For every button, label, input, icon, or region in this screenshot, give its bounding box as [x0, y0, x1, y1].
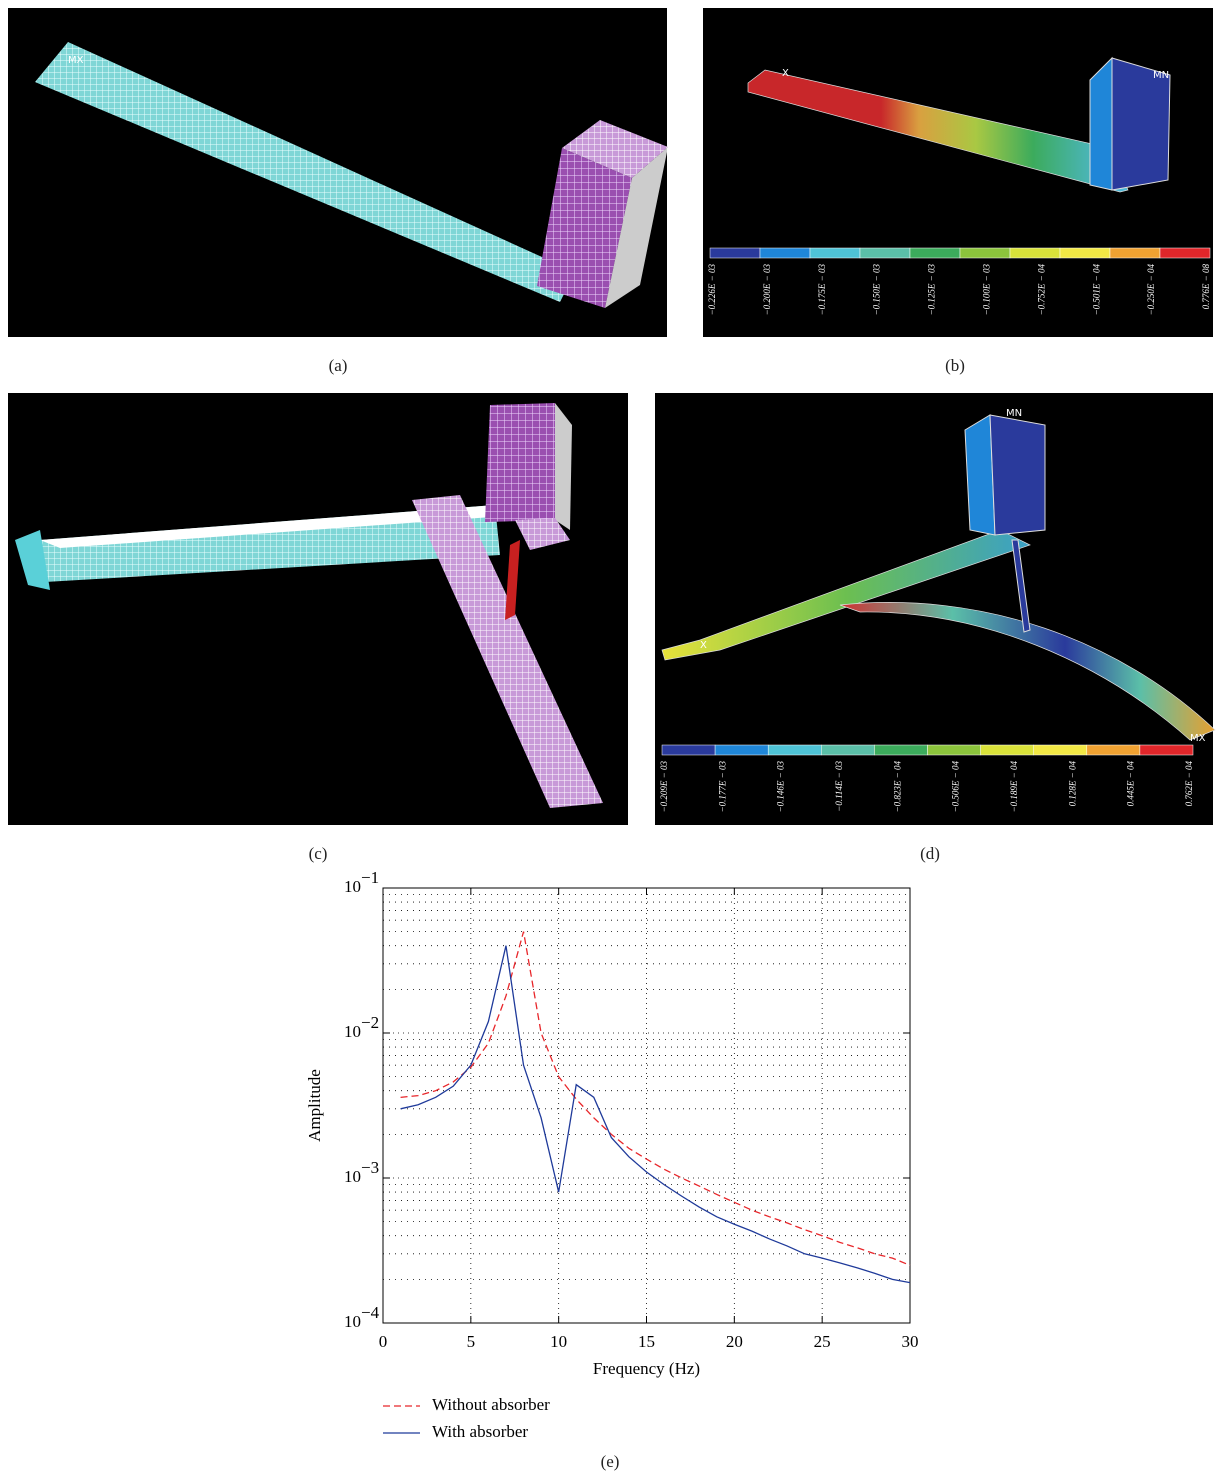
x-tick-label: 20	[726, 1332, 743, 1351]
colorbar-segment	[859, 247, 911, 259]
colorbar-label: −0.175E − 03	[817, 264, 827, 316]
colorbar-segment	[1086, 744, 1141, 756]
colorbar-segment	[874, 744, 928, 756]
colorbar-segment	[809, 247, 861, 259]
x-tick-label: 30	[902, 1332, 919, 1351]
colorbar-segment	[709, 247, 761, 259]
series-line	[400, 945, 911, 1284]
colorbar-label: 0.776E − 08	[1201, 264, 1211, 310]
colorbar-label: −0.209E − 03	[659, 761, 669, 813]
colorbar-label: −0.250E − 04	[1146, 264, 1156, 316]
panel-label: (b)	[945, 356, 965, 375]
panel-label: (c)	[309, 844, 328, 863]
mass-top	[562, 120, 668, 178]
mass-side	[605, 147, 668, 308]
colorbar-segment	[714, 744, 769, 756]
colorbar-segment	[1139, 744, 1194, 756]
beam-top	[40, 505, 520, 548]
mass-front	[989, 414, 1046, 536]
colorbar-label: −0.100E − 03	[982, 264, 992, 316]
panel-label: (d)	[920, 844, 940, 863]
mass-side	[1089, 56, 1113, 191]
plot-frame	[382, 887, 911, 1324]
colorbar-label: −0.752E − 04	[1036, 264, 1046, 316]
mass-side	[555, 403, 572, 530]
colorbar-segment	[909, 247, 961, 259]
colorbar-segment	[821, 744, 875, 756]
colorbar-label: 0.445E − 04	[1126, 761, 1136, 807]
colorbar-label: −0.823E − 04	[892, 761, 902, 813]
colorbar-label: −0.146E − 03	[776, 761, 786, 813]
y-tick-exponent: −3	[361, 1158, 379, 1177]
colorbar-label: −0.189E − 04	[1009, 761, 1019, 813]
beam	[747, 69, 1129, 193]
spring	[1011, 539, 1031, 633]
beam	[661, 529, 1031, 661]
colorbar-segment	[980, 744, 1034, 756]
colorbar-segment	[1159, 247, 1211, 259]
y-tick-label: 10	[344, 1167, 361, 1186]
mass-front	[1111, 57, 1171, 191]
colorbar-label: −0.177E − 03	[717, 761, 727, 813]
mass-2	[515, 518, 570, 550]
panel-label: (a)	[329, 356, 348, 375]
x-tick-label: 25	[814, 1332, 831, 1351]
y-axis-label: Amplitude	[305, 1069, 324, 1142]
y-tick-label: 10	[344, 1312, 361, 1331]
colorbar-label: −0.114E − 03	[834, 761, 844, 812]
x-tick-label: 15	[638, 1332, 655, 1351]
colorbar-segment	[759, 247, 811, 259]
colorbar-segment	[1033, 744, 1088, 756]
colorbar-segment	[959, 247, 1011, 259]
colorbar-label: −0.501E − 04	[1091, 264, 1101, 316]
legend-label: Without absorber	[432, 1395, 550, 1414]
colorbar-segment	[927, 744, 981, 756]
colorbar-label: −0.200E − 03	[762, 264, 772, 316]
y-tick-label: 10	[344, 1022, 361, 1041]
mass-block	[485, 403, 555, 522]
annotation: X	[700, 640, 707, 651]
annotation: MN	[1006, 408, 1022, 419]
panel-label: (e)	[601, 1452, 620, 1471]
annotation: X	[782, 68, 789, 79]
y-tick-exponent: −2	[361, 1013, 379, 1032]
y-tick-exponent: −1	[361, 868, 379, 887]
colorbar-segment	[767, 744, 822, 756]
x-tick-label: 5	[467, 1332, 476, 1351]
y-tick-label: 10	[344, 877, 361, 896]
colorbar-label: −0.226E − 03	[707, 264, 717, 316]
colorbar-label: −0.125E − 03	[927, 264, 937, 316]
x-tick-label: 10	[550, 1332, 567, 1351]
x-tick-label: 0	[379, 1332, 388, 1351]
clamp	[15, 530, 50, 590]
colorbar-label: −0.150E − 03	[872, 264, 882, 316]
colorbar-label: 0.762E − 04	[1184, 761, 1194, 807]
series-line	[400, 931, 911, 1266]
y-tick-exponent: −4	[361, 1303, 380, 1322]
legend-label: With absorber	[432, 1422, 528, 1441]
colorbar-label: −0.506E − 04	[951, 761, 961, 813]
mass-block	[537, 148, 632, 308]
colorbar-segment	[1009, 247, 1061, 259]
spring	[505, 540, 520, 620]
absorber-beam	[412, 495, 603, 808]
annotation: MX	[68, 55, 84, 66]
colorbar-label: 0.128E − 04	[1067, 761, 1077, 807]
colorbar-segment	[1059, 247, 1111, 259]
beam	[35, 42, 575, 302]
colorbar-segment	[661, 744, 716, 756]
annotation: MX	[1190, 733, 1206, 744]
colorbar-segment	[1109, 247, 1161, 259]
x-axis-label: Frequency (Hz)	[593, 1359, 700, 1378]
annotation: MN	[1153, 70, 1169, 81]
